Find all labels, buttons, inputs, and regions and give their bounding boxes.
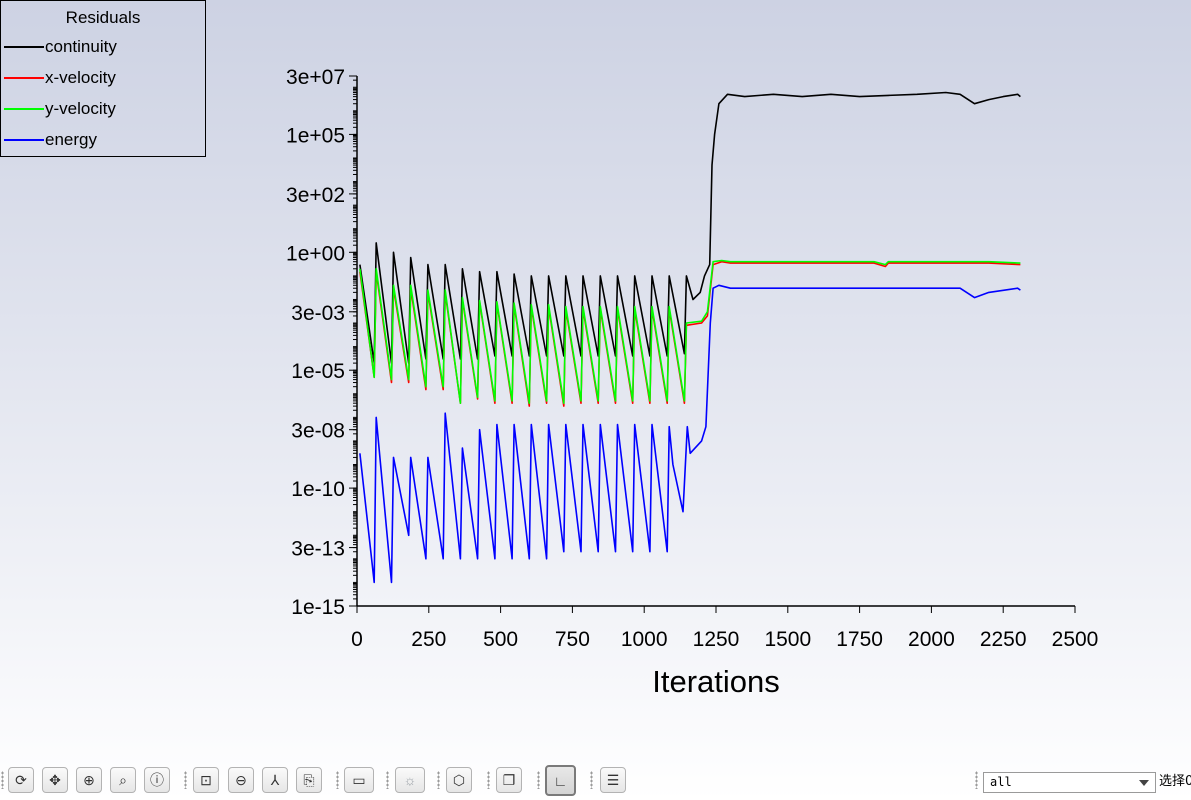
series-line-continuity xyxy=(359,91,1021,364)
toolbar-grip[interactable] xyxy=(1,771,4,789)
zoom-to-area-icon[interactable]: ⌕ xyxy=(110,767,136,793)
selection-count-label: 选择0 xyxy=(1159,774,1191,789)
legend-swatch-energy xyxy=(4,138,44,141)
toolbar-grip[interactable] xyxy=(437,771,440,789)
x-tick-label: 750 xyxy=(555,628,590,651)
x-axis-title: Iterations xyxy=(652,664,780,699)
x-tick-label: 500 xyxy=(483,628,518,651)
y-tick-label: 1e-05 xyxy=(291,360,345,383)
legend-item-continuity: continuity xyxy=(1,31,205,62)
lighting-icon: ☼ xyxy=(395,767,425,793)
x-tick-label: 1250 xyxy=(693,628,740,651)
y-tick-label: 1e-10 xyxy=(291,478,345,501)
y-tick-label: 1e-15 xyxy=(291,596,345,619)
legend-item-energy: energy xyxy=(1,124,205,155)
legend-label-energy: energy xyxy=(45,129,97,149)
y-tick-label: 3e-13 xyxy=(291,538,345,561)
y-tick-label: 3e-03 xyxy=(291,302,345,325)
y-tick-label: 1e+05 xyxy=(286,124,345,147)
x-tick-label: 2000 xyxy=(908,628,955,651)
surface-select-value: all xyxy=(990,775,1012,789)
zoom-in-out-icon[interactable]: ⊕ xyxy=(76,767,102,793)
legend-swatch-continuity xyxy=(4,45,44,48)
rotate-icon[interactable]: ⟳ xyxy=(8,767,34,793)
y-tick-label: 3e-08 xyxy=(291,420,345,443)
probe-icon[interactable]: ⓘ xyxy=(144,767,170,793)
toolbar-grip[interactable] xyxy=(975,771,978,789)
axes-icon[interactable]: ⅄ xyxy=(262,767,288,793)
legend-swatch-y-velocity xyxy=(4,107,44,110)
chevron-down-icon[interactable] xyxy=(1139,780,1149,786)
isometric-icon[interactable]: ❐ xyxy=(496,767,522,793)
x-tick-label: 1750 xyxy=(836,628,883,651)
x-tick-label: 250 xyxy=(411,628,446,651)
fit-to-window-icon[interactable]: ⊡ xyxy=(193,767,219,793)
x-tick-label: 0 xyxy=(351,628,363,651)
legend-label-x-velocity: x-velocity xyxy=(45,67,116,87)
toolbar-grip[interactable] xyxy=(537,771,540,789)
zoom-out-icon[interactable]: ⊖ xyxy=(228,767,254,793)
toolbar-grip[interactable] xyxy=(336,771,339,789)
legend: Residuals continuity x-velocity y-veloci… xyxy=(0,0,206,157)
view-cube-icon[interactable]: ⬡ xyxy=(446,767,472,793)
report-icon[interactable]: ☰ xyxy=(600,767,626,793)
toolbar-grip[interactable] xyxy=(386,771,389,789)
plot-view-icon[interactable]: ∟ xyxy=(545,765,576,796)
residuals-plot: 0 250 500 750 1000 1250 1500 1750 2000 2250 2500 3e… xyxy=(286,66,1099,699)
graphics-toolbar: ⟳ ✥ ⊕ ⌕ ⓘ ⊡ ⊖ ⅄ ⎘ ▭ ☼ ⬡ ❐ ∟ ☰ xyxy=(0,760,1191,800)
series-line-energy xyxy=(359,284,1021,584)
legend-item-y-velocity: y-velocity xyxy=(1,93,205,124)
legend-label-continuity: continuity xyxy=(45,36,117,56)
page-setup-icon[interactable]: ⎘ xyxy=(296,767,322,793)
legend-title: Residuals xyxy=(65,8,141,27)
legend-label-y-velocity: y-velocity xyxy=(45,98,116,118)
pan-icon[interactable]: ✥ xyxy=(42,767,68,793)
slider-icon[interactable]: ▭ xyxy=(344,767,374,793)
toolbar-grip[interactable] xyxy=(184,771,187,789)
x-tick-label: 1000 xyxy=(621,628,668,651)
toolbar-grip[interactable] xyxy=(487,771,490,789)
legend-item-x-velocity: x-velocity xyxy=(1,62,205,93)
y-tick-label: 1e+00 xyxy=(286,242,345,265)
y-tick-label: 3e+02 xyxy=(286,184,345,207)
series-line-y-velocity xyxy=(359,259,1021,405)
surface-select[interactable]: all xyxy=(983,772,1156,793)
x-tick-label: 1500 xyxy=(764,628,811,651)
legend-swatch-x-velocity xyxy=(4,76,44,79)
series-line-x-velocity xyxy=(359,260,1021,407)
x-tick-label: 2250 xyxy=(980,628,1027,651)
x-tick-label: 2500 xyxy=(1052,628,1099,651)
y-tick-label: 3e+07 xyxy=(286,66,345,89)
toolbar-grip[interactable] xyxy=(590,771,593,789)
